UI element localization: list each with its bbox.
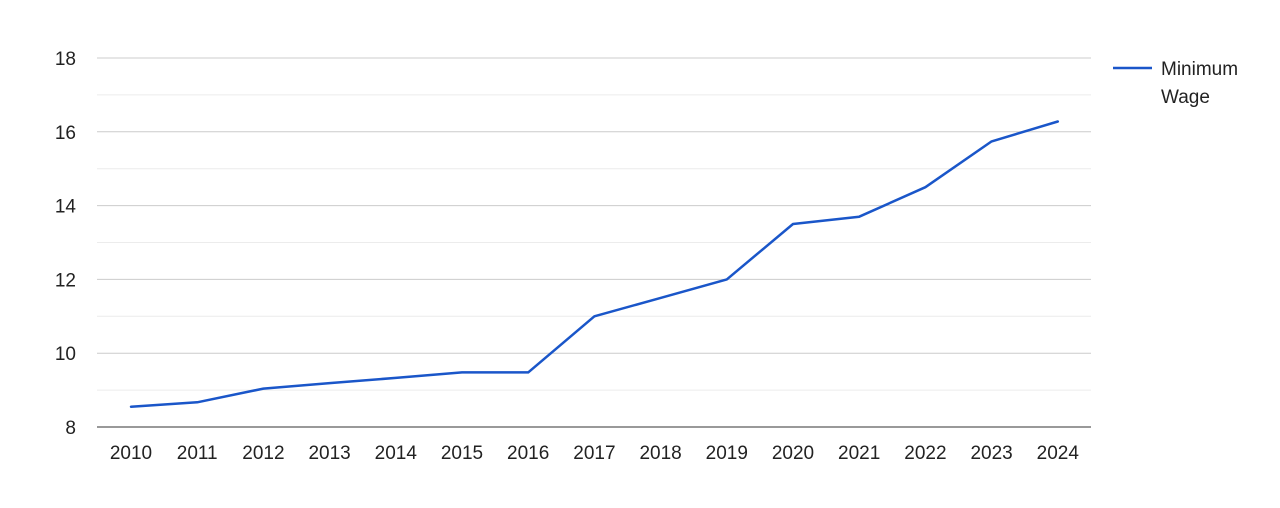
series-line-minimum-wage[interactable] bbox=[129, 120, 1060, 408]
y-tick-label: 16 bbox=[55, 123, 76, 144]
series-layer bbox=[125, 115, 1064, 413]
x-tick-label: 2017 bbox=[573, 443, 615, 464]
x-tick-label: 2019 bbox=[706, 443, 748, 464]
data-point[interactable] bbox=[986, 135, 998, 147]
legend-label-line2: Wage bbox=[1161, 87, 1210, 108]
legend[interactable]: Minimum Wage bbox=[1113, 59, 1238, 108]
x-tick-label: 2010 bbox=[110, 443, 152, 464]
x-tick-label: 2024 bbox=[1037, 443, 1080, 464]
data-point[interactable] bbox=[522, 366, 534, 378]
x-tick-label: 2014 bbox=[375, 443, 418, 464]
x-tick-label: 2018 bbox=[639, 443, 681, 464]
data-point[interactable] bbox=[191, 396, 203, 408]
x-tick-label: 2021 bbox=[838, 443, 880, 464]
y-tick-label: 8 bbox=[65, 418, 76, 439]
y-tick-label: 10 bbox=[55, 344, 76, 365]
y-tick-label: 12 bbox=[55, 270, 76, 291]
x-tick-label: 2020 bbox=[772, 443, 814, 464]
legend-label-line1: Minimum bbox=[1161, 59, 1238, 80]
x-tick-label: 2013 bbox=[308, 443, 350, 464]
data-point[interactable] bbox=[390, 372, 402, 384]
data-point[interactable] bbox=[257, 383, 269, 395]
x-tick-label: 2012 bbox=[242, 443, 284, 464]
x-tick-label: 2022 bbox=[904, 443, 946, 464]
data-point[interactable] bbox=[919, 181, 931, 193]
x-tick-label: 2015 bbox=[441, 443, 483, 464]
data-point[interactable] bbox=[456, 366, 468, 378]
y-tick-label: 14 bbox=[55, 197, 77, 218]
data-point[interactable] bbox=[655, 292, 667, 304]
data-point[interactable] bbox=[1052, 115, 1064, 127]
data-point[interactable] bbox=[721, 273, 733, 285]
data-point[interactable] bbox=[588, 310, 600, 322]
data-point[interactable] bbox=[787, 218, 799, 230]
data-point[interactable] bbox=[324, 377, 336, 389]
x-tick-label: 2023 bbox=[970, 443, 1012, 464]
data-point[interactable] bbox=[125, 401, 137, 413]
y-tick-label: 18 bbox=[55, 49, 76, 70]
x-axis: 2010 2011 2012 2013 2014 2015 2016 2017 2018 2019… bbox=[110, 443, 1080, 464]
data-point[interactable] bbox=[853, 211, 865, 223]
x-tick-label: 2016 bbox=[507, 443, 549, 464]
y-axis: 8 10 12 14 16 18 bbox=[55, 49, 77, 439]
gridlines bbox=[97, 57, 1091, 428]
x-tick-label: 2011 bbox=[177, 443, 218, 464]
